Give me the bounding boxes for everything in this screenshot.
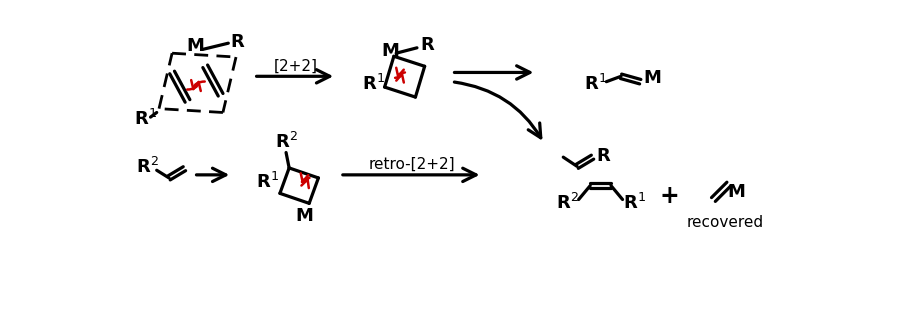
Text: [2+2]: [2+2] (274, 59, 318, 74)
Text: R$^1$: R$^1$ (584, 74, 607, 94)
Text: recovered: recovered (686, 215, 763, 230)
Text: R: R (231, 33, 244, 51)
Text: M: M (727, 183, 746, 201)
Text: +: + (660, 184, 680, 208)
Text: R: R (597, 146, 610, 165)
Text: R$^1$: R$^1$ (361, 74, 384, 94)
Text: R$^2$: R$^2$ (136, 157, 159, 177)
Text: M: M (381, 42, 399, 60)
Text: M: M (187, 37, 204, 54)
Text: R: R (420, 36, 434, 54)
Text: M: M (296, 208, 314, 226)
Text: R$^1$: R$^1$ (256, 172, 279, 192)
Text: R$^2$: R$^2$ (555, 193, 578, 213)
Text: R$^1$: R$^1$ (622, 193, 646, 213)
Text: R$^1$: R$^1$ (135, 109, 157, 129)
Text: retro-[2+2]: retro-[2+2] (368, 157, 455, 172)
Text: R$^2$: R$^2$ (274, 132, 297, 152)
Text: M: M (643, 69, 661, 87)
